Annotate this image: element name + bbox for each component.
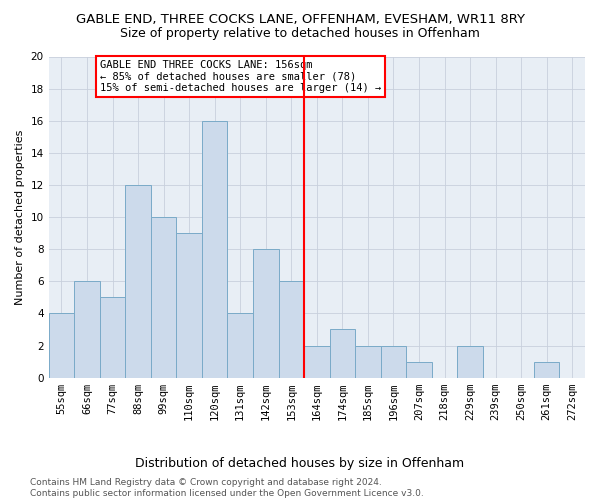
Bar — [304, 346, 329, 378]
Bar — [380, 346, 406, 378]
Bar — [355, 346, 380, 378]
Text: GABLE END THREE COCKS LANE: 156sqm
← 85% of detached houses are smaller (78)
15%: GABLE END THREE COCKS LANE: 156sqm ← 85%… — [100, 60, 381, 93]
Bar — [329, 330, 355, 378]
Text: Size of property relative to detached houses in Offenham: Size of property relative to detached ho… — [120, 28, 480, 40]
Bar — [278, 282, 304, 378]
Bar — [176, 233, 202, 378]
Text: GABLE END, THREE COCKS LANE, OFFENHAM, EVESHAM, WR11 8RY: GABLE END, THREE COCKS LANE, OFFENHAM, E… — [76, 12, 524, 26]
Bar — [227, 314, 253, 378]
Text: Distribution of detached houses by size in Offenham: Distribution of detached houses by size … — [136, 458, 464, 470]
Bar — [49, 314, 74, 378]
Bar — [100, 298, 125, 378]
Text: Contains HM Land Registry data © Crown copyright and database right 2024.
Contai: Contains HM Land Registry data © Crown c… — [30, 478, 424, 498]
Bar — [125, 185, 151, 378]
Bar — [74, 282, 100, 378]
Y-axis label: Number of detached properties: Number of detached properties — [15, 130, 25, 305]
Bar — [406, 362, 432, 378]
Bar — [534, 362, 559, 378]
Bar — [457, 346, 483, 378]
Bar — [253, 249, 278, 378]
Bar — [151, 217, 176, 378]
Bar — [202, 120, 227, 378]
